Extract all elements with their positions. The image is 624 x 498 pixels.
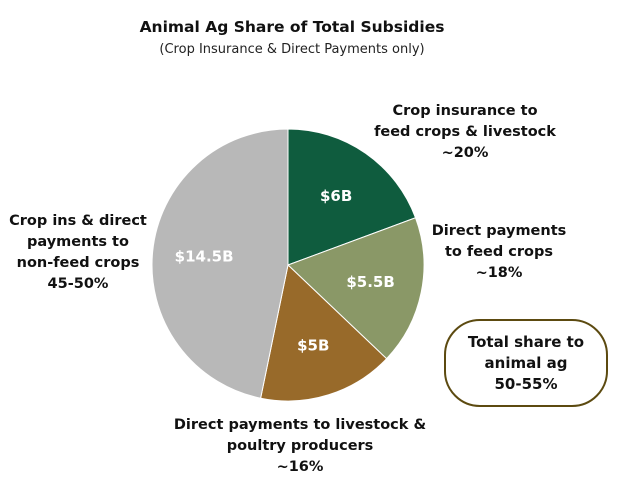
total-share-box: Total share to animal ag 50-55% bbox=[444, 319, 608, 407]
annotation-direct-livestock: Direct payments to livestock & poultry p… bbox=[173, 417, 427, 475]
chart-subtitle: (Crop Insurance & Direct Payments only) bbox=[159, 42, 425, 57]
slice-value-label: $14.5B bbox=[175, 247, 234, 265]
annotation-non-feed-crops: Crop ins & direct payments to non-feed c… bbox=[9, 213, 147, 292]
pie-slice bbox=[260, 264, 388, 402]
annotation-crop-insurance-feed: Crop insurance to feed crops & livestock… bbox=[374, 103, 556, 161]
chart-title: Animal Ag Share of Total Subsidies bbox=[139, 18, 445, 36]
annotation-direct-feed-crops: Direct payments to feed crops ~18% bbox=[431, 223, 567, 281]
slice-value-label: $5.5B bbox=[346, 273, 394, 291]
slice-value-label: $5B bbox=[297, 336, 329, 354]
pie-slice bbox=[151, 128, 289, 399]
slice-value-label: $6B bbox=[320, 187, 352, 205]
pie-slice bbox=[287, 128, 417, 266]
pie-slice bbox=[287, 217, 425, 360]
